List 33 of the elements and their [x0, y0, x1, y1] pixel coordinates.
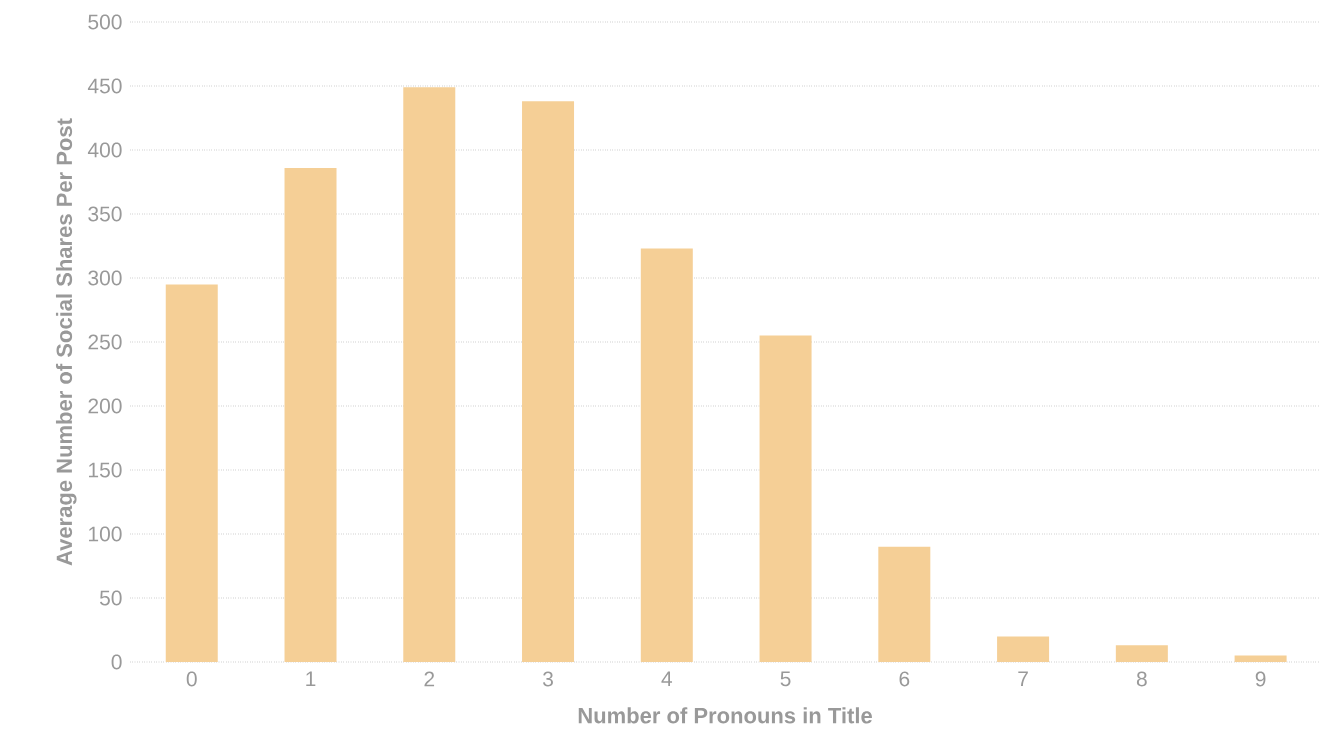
- y-tick-label: 50: [99, 590, 122, 606]
- x-tick-label: 8: [1136, 671, 1147, 687]
- x-tick-label: 1: [306, 671, 316, 686]
- bar: [878, 546, 931, 662]
- y-tick-label: 400: [87, 142, 122, 158]
- bar: [165, 284, 218, 662]
- y-tick-label: 450: [87, 78, 122, 94]
- bar: [403, 87, 456, 662]
- y-tick-label: 0: [111, 654, 122, 670]
- bar: [284, 167, 337, 662]
- y-tick-label: 150: [89, 462, 122, 478]
- bar: [759, 335, 812, 662]
- x-tick-label: 2: [424, 671, 435, 687]
- bar: [1234, 655, 1287, 662]
- x-tick-label: 3: [543, 671, 553, 687]
- x-tick-label: 4: [661, 671, 673, 686]
- x-axis-title: Number of Pronouns in Title: [578, 707, 872, 724]
- y-tick-label: 200: [88, 398, 122, 414]
- y-axis-title: Average Number of Social Shares Per Post: [55, 118, 77, 566]
- bar: [1115, 645, 1168, 662]
- y-tick-label: 500: [88, 14, 122, 30]
- bar: [997, 636, 1050, 662]
- x-tick-label: 6: [899, 671, 910, 687]
- y-tick-label: 300: [88, 270, 122, 286]
- x-tick-label: 5: [780, 671, 791, 687]
- bar: [640, 248, 693, 662]
- x-tick-label: 9: [1255, 671, 1266, 687]
- bar: [522, 101, 575, 662]
- y-tick-label: 350: [88, 206, 122, 222]
- x-tick-label: 7: [1018, 671, 1028, 686]
- x-tick-label: 0: [186, 671, 197, 687]
- y-tick-label: 100: [89, 526, 122, 542]
- y-tick-label: 250: [88, 334, 122, 350]
